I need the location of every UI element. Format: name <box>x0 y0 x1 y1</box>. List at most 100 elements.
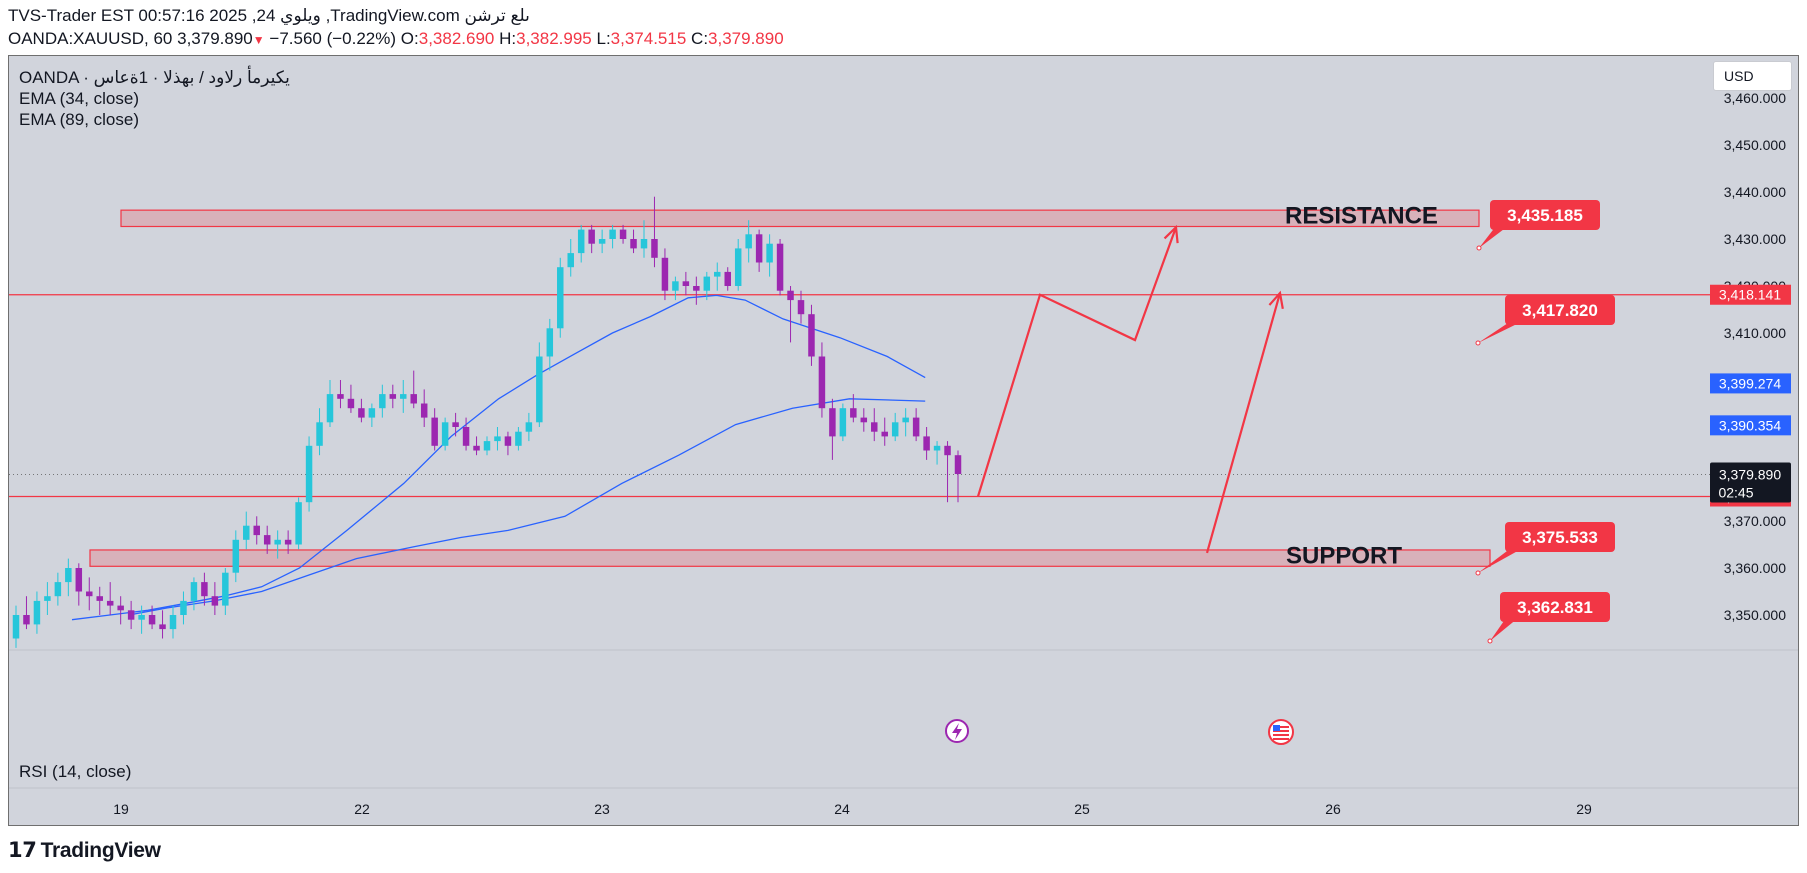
candle-body <box>808 314 815 357</box>
candle-body <box>148 615 156 625</box>
candle-body <box>295 502 302 545</box>
candle-body <box>745 234 752 249</box>
x-tick-label: 22 <box>354 801 370 817</box>
projection-arrowhead-1 <box>1268 290 1284 309</box>
candle-body <box>222 572 229 606</box>
candle-body <box>483 441 491 451</box>
candle-body <box>504 436 512 446</box>
y-tick-label: 3,350.000 <box>1724 607 1786 623</box>
price-tag-label: 3,399.274 <box>1719 375 1781 391</box>
legend-ema34[interactable]: EMA (34, close) <box>19 89 139 108</box>
candle-body <box>389 394 397 399</box>
chart-pane[interactable] <box>8 55 1799 826</box>
candle-body <box>441 422 449 446</box>
price-tag <box>1710 373 1791 394</box>
high-value: 3,382.995 <box>516 29 592 48</box>
candle-body <box>577 229 585 254</box>
y-tick-label: 3,450.000 <box>1724 137 1786 153</box>
candle-body <box>891 422 899 437</box>
event-icons <box>945 719 1294 745</box>
rsi-legend[interactable]: RSI (14, close) <box>19 762 132 781</box>
flag-stripe <box>1273 734 1289 736</box>
candle-body <box>494 436 501 442</box>
candle-body <box>358 408 365 418</box>
candle-body <box>682 281 690 286</box>
callout-anchor <box>1475 340 1481 346</box>
candle-body <box>117 605 124 611</box>
candle-body <box>190 582 198 601</box>
candle-body <box>211 596 219 606</box>
projection-arrowhead-0 <box>1163 224 1179 244</box>
x-tick-label: 24 <box>834 801 850 817</box>
down-arrow-icon: ▼ <box>252 33 265 47</box>
candle-body <box>797 300 805 315</box>
candle-body <box>284 539 292 545</box>
flag-stripe <box>1273 738 1289 740</box>
candle-body <box>263 535 271 545</box>
ema-line-34 <box>71 294 926 621</box>
callout-anchor <box>1475 570 1481 576</box>
currency-button[interactable]: USD <box>1713 61 1792 91</box>
callout-anchor <box>1476 245 1482 251</box>
candle-body <box>557 267 564 329</box>
candle-body <box>305 445 313 503</box>
legend-symbol-line[interactable]: OANDA · يكيرمأ رلاود / بهذلا · 1ةعاس <box>19 68 290 87</box>
candle-body <box>23 615 30 625</box>
candle-body <box>431 417 438 446</box>
candle-body <box>902 417 909 423</box>
candle-body <box>734 248 742 286</box>
chart-grid <box>9 649 1798 789</box>
candle-body <box>410 394 417 404</box>
candle-body <box>912 417 920 437</box>
candle-body <box>379 394 386 409</box>
high-label: H: <box>499 29 517 48</box>
candle-body <box>839 408 847 437</box>
candle-body <box>525 422 533 432</box>
candle-body <box>598 239 606 244</box>
candle-body <box>871 422 878 432</box>
symbol-name[interactable]: OANDA:XAUUSD, 60 <box>8 29 173 48</box>
x-tick-label: 25 <box>1074 801 1090 817</box>
candle-body <box>337 394 344 399</box>
candle-body <box>44 596 51 601</box>
projection-path-0 <box>976 226 1178 497</box>
callout-pointer <box>1479 226 1508 248</box>
candle-body <box>127 610 135 620</box>
candle-body <box>933 445 941 451</box>
candle-body <box>850 408 857 418</box>
candle-body <box>169 615 177 630</box>
candle-body <box>54 582 62 597</box>
price-axis: 3,350.0003,360.0003,370.0003,380.0003,39… <box>1710 90 1791 623</box>
candle-body <box>368 408 376 418</box>
flag-canton <box>1273 725 1280 731</box>
candle-body <box>86 591 93 597</box>
y-tick-label: 3,360.000 <box>1724 560 1786 576</box>
candle-body <box>714 271 721 277</box>
callout-pointer <box>1478 548 1523 573</box>
tradingview-logo: 𝟭𝟳 TradingView <box>8 838 161 863</box>
callout-label: 3,417.820 <box>1522 301 1598 320</box>
callout-box <box>1490 200 1600 230</box>
last-price: 3,379.890 <box>177 29 253 48</box>
low-value: 3,374.515 <box>610 29 687 48</box>
tv-logo-icon: 𝟭𝟳 <box>8 839 37 862</box>
candle-body <box>243 525 250 540</box>
candle-body <box>755 234 763 263</box>
time-axis: 19 22 23 24 25 26 29 <box>113 801 1592 817</box>
candle-body <box>12 615 20 639</box>
low-label: L: <box>596 29 611 48</box>
candle-body <box>316 422 323 446</box>
price-change: −7.560 (−0.22%) <box>269 29 397 48</box>
callout-box <box>1505 522 1615 552</box>
candle-body <box>693 286 700 291</box>
candle-body <box>818 356 826 409</box>
candle-body <box>609 229 616 239</box>
candle-body <box>106 600 114 606</box>
legend-ema89[interactable]: EMA (89, close) <box>19 110 139 129</box>
candle-body <box>274 539 281 545</box>
callout-layer: 3,435.185 3,417.820 3,375.533 3,362.831 <box>1475 200 1615 644</box>
candle-body <box>536 356 543 423</box>
candle-body <box>724 271 731 286</box>
y-tick-label: 3,440.000 <box>1724 184 1786 200</box>
